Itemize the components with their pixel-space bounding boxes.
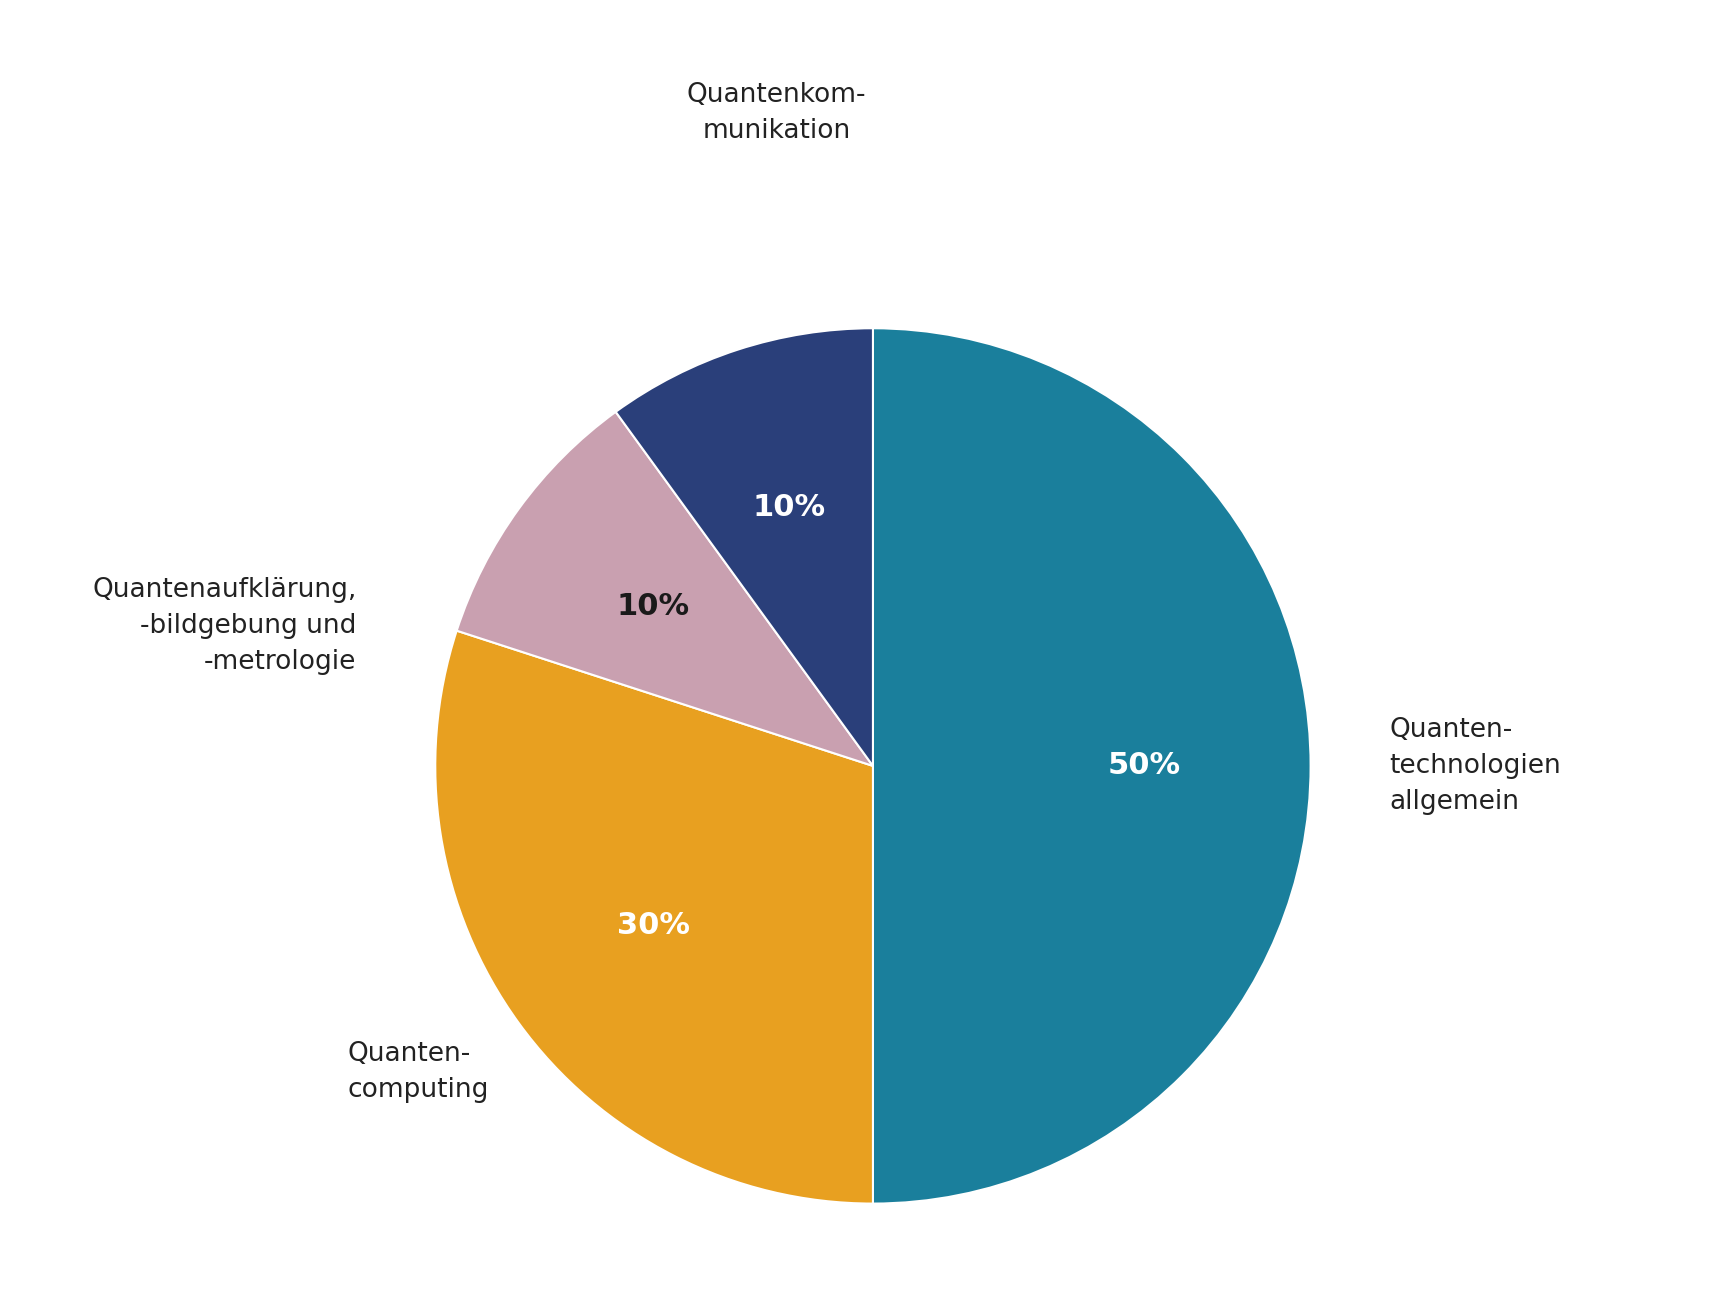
- Text: Quantenkom-
munikation: Quantenkom- munikation: [686, 83, 867, 144]
- Wedge shape: [434, 630, 872, 1204]
- Text: 10%: 10%: [617, 592, 689, 621]
- Text: 50%: 50%: [1108, 751, 1180, 780]
- Text: 30%: 30%: [617, 911, 689, 940]
- Text: Quanten-
computing: Quanten- computing: [348, 1041, 489, 1103]
- Text: Quantenaufklärung,
-bildgebung und
-metrologie: Quantenaufklärung, -bildgebung und -metr…: [91, 576, 357, 675]
- Wedge shape: [615, 328, 872, 765]
- Wedge shape: [457, 412, 872, 765]
- Text: 10%: 10%: [753, 494, 825, 523]
- Wedge shape: [872, 328, 1309, 1204]
- Text: Quanten-
technologien
allgemein: Quanten- technologien allgemein: [1389, 717, 1561, 815]
